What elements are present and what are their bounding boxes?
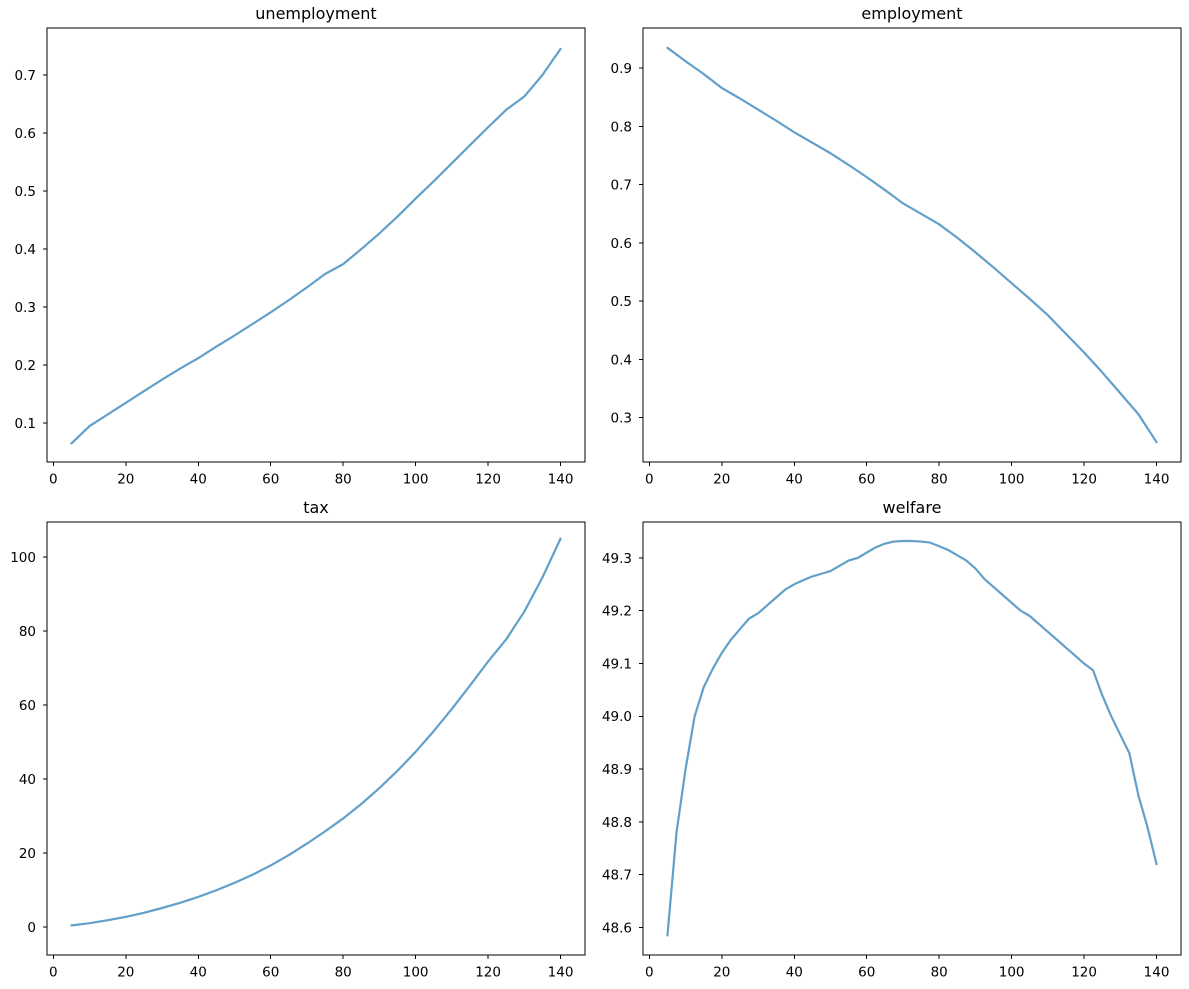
axes-tax: 0 20 40 60 80 100 120 140 0 20 40 60 80 100 (10, 521, 586, 981)
x-tick-label: 60 (858, 965, 875, 981)
y-tick-label: 0.4 (611, 352, 632, 368)
y-tick-label: 48.6 (602, 920, 632, 936)
plot-title-tax: tax (303, 498, 329, 517)
y-tick-label: 0 (27, 920, 36, 936)
plot-title-unemployment: unemployment (255, 4, 377, 23)
x-tick-label: 80 (931, 472, 948, 488)
y-tick-label: 0.4 (15, 242, 36, 258)
x-tick-label: 140 (548, 472, 574, 488)
x-tick-label: 100 (999, 472, 1025, 488)
x-tick-label: 120 (475, 472, 501, 488)
x-tick-label: 120 (1071, 472, 1097, 488)
x-tick-label: 80 (335, 472, 352, 488)
y-tick-label: 0.3 (15, 300, 36, 316)
y-tick-label: 0.2 (15, 358, 36, 374)
x-tick-label: 0 (49, 472, 58, 488)
x-tick-label: 20 (117, 965, 134, 981)
x-tick-label: 80 (931, 965, 948, 981)
y-tick-label: 0.5 (611, 294, 632, 310)
axes-frame (642, 27, 1182, 463)
x-tick-label: 20 (713, 965, 730, 981)
x-tick-label: 140 (1144, 965, 1170, 981)
y-tick-label: 0.7 (15, 68, 36, 84)
x-tick-label: 100 (403, 472, 429, 488)
x-tick-label: 100 (403, 965, 429, 981)
y-tick-label: 40 (19, 772, 36, 788)
x-tick-label: 60 (262, 965, 279, 981)
x-tick-label: 40 (786, 472, 803, 488)
line-welfare (666, 539, 1158, 937)
y-tick-label: 0.6 (611, 236, 632, 252)
axes-frame (642, 521, 1182, 956)
x-tick-label: 140 (1144, 472, 1170, 488)
y-tick-label: 48.8 (602, 815, 632, 831)
x-tick-label: 0 (645, 965, 654, 981)
y-tick-label: 49.1 (602, 656, 632, 672)
x-tick-label: 60 (858, 472, 875, 488)
y-tick-label: 48.7 (602, 868, 632, 884)
plot-title-welfare: welfare (882, 498, 942, 517)
y-tick-label: 0.7 (611, 178, 632, 194)
line-tax (70, 537, 562, 927)
y-tick-label: 0.9 (611, 61, 632, 77)
y-tick-label: 48.9 (602, 762, 632, 778)
axes-welfare: 0 20 40 60 80 100 120 140 48.6 48.7 48.8 48.9 49.0 49… (602, 521, 1182, 981)
x-tick-label: 40 (190, 965, 207, 981)
y-tick-label: 0.5 (15, 184, 36, 200)
x-tick-label: 0 (49, 965, 58, 981)
x-tick-label: 20 (713, 472, 730, 488)
x-tick-label: 120 (475, 965, 501, 981)
y-tick-label: 49.2 (602, 604, 632, 620)
y-tick-label: 60 (19, 698, 36, 714)
y-tick-label: 0.8 (611, 119, 632, 135)
y-tick-label: 80 (19, 624, 36, 640)
x-tick-label: 0 (645, 472, 654, 488)
y-tick-label: 100 (10, 550, 36, 566)
y-tick-label: 0.6 (15, 126, 36, 142)
axes-employment: 0 20 40 60 80 100 120 140 0.3 0.4 0.5 0.6 0.7 0.8 0.9 (611, 27, 1182, 488)
line-unemployment (70, 47, 562, 445)
plot-title-employment: employment (861, 4, 963, 23)
x-tick-label: 60 (262, 472, 279, 488)
x-tick-label: 140 (548, 965, 574, 981)
y-tick-label: 20 (19, 846, 36, 862)
x-tick-label: 40 (190, 472, 207, 488)
x-tick-label: 20 (117, 472, 134, 488)
line-employment (666, 46, 1158, 444)
axes-unemployment: 0 20 40 60 80 100 120 140 0.1 0.2 0.3 0.4 0.5 0.6 0.7 (15, 27, 586, 488)
x-tick-label: 80 (335, 965, 352, 981)
y-tick-label: 0.1 (15, 416, 36, 432)
y-tick-label: 0.3 (611, 411, 632, 427)
x-tick-label: 100 (999, 965, 1025, 981)
y-tick-label: 49.3 (602, 551, 632, 567)
axes-frame (46, 521, 586, 956)
x-tick-label: 40 (786, 965, 803, 981)
x-tick-label: 120 (1071, 965, 1097, 981)
axes-frame (46, 27, 586, 463)
y-tick-label: 49.0 (602, 709, 632, 725)
